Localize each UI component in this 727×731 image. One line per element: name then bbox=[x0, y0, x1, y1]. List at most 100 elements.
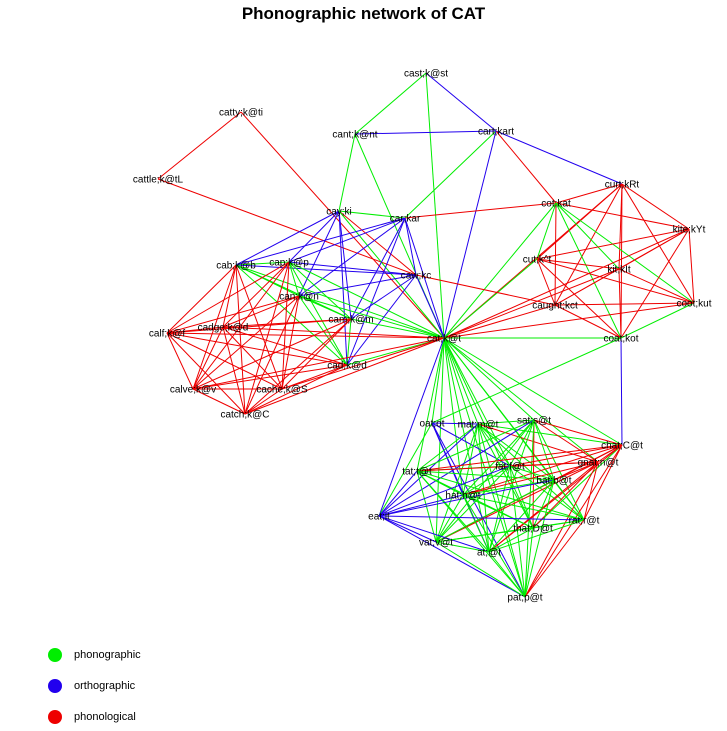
edge-cart-curt bbox=[495, 130, 623, 185]
edge-bat-hat bbox=[462, 479, 555, 496]
edge-cot-coat bbox=[555, 202, 622, 339]
edge-caught-coot bbox=[554, 302, 695, 306]
node-eat: eat;it bbox=[368, 512, 390, 523]
edge-cap-cadge bbox=[222, 261, 290, 328]
legend-swatch-orthographic bbox=[48, 679, 62, 693]
edge-cattle-caw bbox=[157, 178, 417, 276]
edge-cab-calf bbox=[166, 264, 237, 334]
edge-curt-coat bbox=[620, 183, 623, 339]
edge-catty-cattle bbox=[157, 111, 242, 180]
edge-cut-caught bbox=[536, 258, 556, 306]
edge-cam-cache bbox=[281, 318, 352, 390]
edge-calf-calve bbox=[166, 332, 194, 390]
edge-calve-catch bbox=[192, 388, 246, 415]
chart-title: Phonographic network of CAT bbox=[241, 4, 486, 23]
edge-tat-rat bbox=[416, 470, 585, 521]
edge-can-calve bbox=[192, 295, 300, 390]
edge-oat-mat bbox=[431, 422, 479, 425]
edge-gnat-bat bbox=[553, 461, 599, 481]
node-tat: tat;t@t bbox=[402, 467, 432, 478]
node-rat: rat;r@t bbox=[569, 516, 600, 527]
edge-that-vat bbox=[435, 527, 534, 543]
edge-car-cap bbox=[288, 217, 406, 263]
edge-can-cat bbox=[298, 295, 445, 339]
edge-cat-mat bbox=[443, 337, 479, 425]
edge-tat-eat bbox=[378, 470, 418, 517]
edge-cot-car bbox=[404, 202, 557, 219]
edge-coot-coat bbox=[620, 302, 695, 339]
edge-curt-coot bbox=[621, 183, 695, 304]
edge-caw-caught bbox=[415, 274, 556, 306]
edge-cam-cadge bbox=[222, 318, 352, 328]
node-vat: vat;v@t bbox=[419, 538, 453, 549]
edge-fat-vat bbox=[435, 465, 511, 543]
node-label-layer: cat;k@t cast;k@st cant;k@nt cart;kart catty;… bbox=[133, 69, 712, 604]
edge-chat-fat bbox=[509, 444, 623, 467]
node-pat: pat;p@t bbox=[507, 593, 542, 604]
edge-cad-cadge bbox=[222, 326, 348, 366]
edge-mat-at bbox=[477, 423, 490, 553]
edge-cat-gnat bbox=[443, 337, 599, 463]
edge-can-cache bbox=[281, 295, 300, 390]
edge-hat-at bbox=[462, 494, 490, 553]
edge-cot-kite bbox=[555, 202, 690, 230]
edge-sat-chat bbox=[533, 419, 623, 446]
edge-kite-cat bbox=[443, 228, 690, 339]
node-cot: cot;kat bbox=[541, 199, 571, 210]
node-gnat: gnat;n@t bbox=[578, 458, 619, 469]
edge-car-cam bbox=[350, 217, 406, 320]
node-caw: caw;kc bbox=[401, 271, 432, 282]
edge-calf-cache bbox=[166, 332, 283, 390]
edge-cut-kit bbox=[536, 258, 620, 270]
edge-bat-pat bbox=[524, 479, 555, 598]
node-cattle: cattle;k@tL bbox=[133, 175, 184, 186]
edge-cadge-cat bbox=[222, 326, 445, 339]
edge-hat-pat bbox=[462, 494, 526, 598]
edge-calve-cat bbox=[192, 337, 445, 390]
edge-cab-cat bbox=[235, 264, 445, 339]
node-hat: hat;h@t bbox=[445, 491, 480, 502]
edge-kite-cut bbox=[536, 228, 690, 260]
edge-caught-coat bbox=[554, 304, 622, 339]
edge-eat-rat bbox=[378, 515, 585, 521]
edge-can-calf bbox=[166, 295, 300, 334]
node-car: car;kar bbox=[390, 214, 421, 225]
edge-mat-pat bbox=[477, 423, 526, 598]
edge-kit-coat bbox=[618, 268, 622, 339]
node-caught: caught;kct bbox=[532, 301, 578, 312]
edge-caw-cam bbox=[350, 274, 417, 320]
edge-cat-tat bbox=[416, 337, 445, 472]
edge-cam-catch bbox=[244, 318, 352, 415]
node-catch: catch;k@C bbox=[220, 410, 269, 421]
edge-layer bbox=[157, 72, 695, 598]
edge-cad-catch bbox=[244, 364, 348, 415]
edge-eat-pat bbox=[378, 515, 526, 598]
edge-cay-cap bbox=[288, 210, 340, 263]
edge-cast-cat bbox=[425, 72, 445, 339]
edge-coot-cat bbox=[443, 302, 695, 339]
edge-calf-catch bbox=[166, 332, 246, 415]
edge-at-pat bbox=[488, 551, 526, 598]
edge-cad-calf bbox=[166, 332, 348, 366]
node-cadge: cadge;k@d bbox=[198, 323, 249, 334]
node-coat: coat;kot bbox=[603, 334, 638, 345]
edge-tat-pat bbox=[416, 470, 526, 598]
edge-cadge-calve bbox=[192, 326, 224, 390]
edge-cart-car bbox=[404, 130, 497, 219]
edge-coat-oat bbox=[431, 337, 622, 424]
node-cast: cast;k@st bbox=[404, 69, 448, 80]
edge-gnat-pat bbox=[524, 461, 599, 598]
edge-gnat-rat bbox=[583, 461, 599, 521]
edge-cay-car bbox=[338, 210, 406, 219]
edge-cam-cat bbox=[350, 318, 445, 339]
edge-cap-cad bbox=[288, 261, 348, 366]
edge-cart-cat bbox=[443, 130, 497, 339]
legend-swatch-phonological bbox=[48, 710, 62, 724]
edge-cat-fat bbox=[443, 337, 511, 467]
node-cay: cay;ki bbox=[326, 207, 352, 218]
edge-cat-eat bbox=[378, 337, 445, 517]
node-fat: fat;f@t bbox=[495, 462, 525, 473]
node-bat: bat;b@t bbox=[536, 476, 571, 487]
edge-mat-gnat bbox=[477, 423, 599, 463]
edge-can-cad bbox=[298, 295, 348, 366]
